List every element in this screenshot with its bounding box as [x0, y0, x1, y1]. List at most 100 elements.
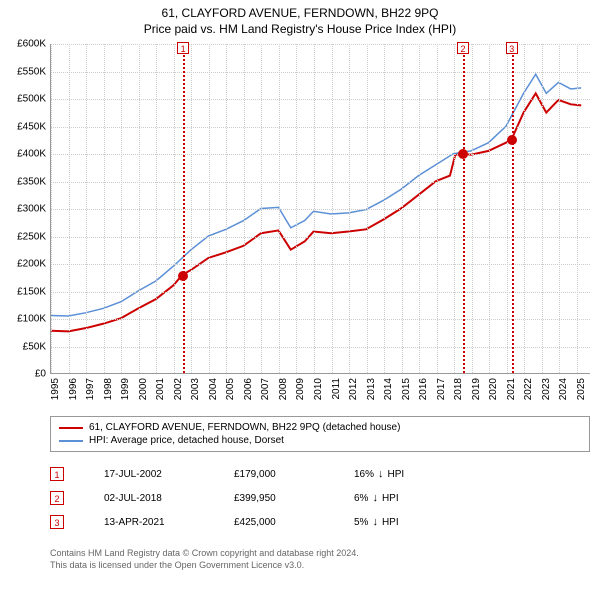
grid-line-v: [314, 44, 315, 373]
grid-line-v: [349, 44, 350, 373]
grid-line-v: [174, 44, 175, 373]
y-tick-label: £150K: [17, 286, 46, 297]
grid-line-h: [51, 99, 590, 100]
chart-area: £0£50K£100K£150K£200K£250K£300K£350K£400…: [0, 44, 600, 404]
record-date: 02-JUL-2018: [104, 493, 194, 504]
y-tick-label: £300K: [17, 204, 46, 215]
grid-line-v: [489, 44, 490, 373]
y-tick-label: £450K: [17, 121, 46, 132]
grid-line-v: [86, 44, 87, 373]
y-tick-label: £350K: [17, 176, 46, 187]
x-tick-label: 2018: [453, 378, 464, 400]
record-badge: 2: [50, 491, 64, 505]
sale-dot: [507, 135, 517, 145]
sale-record-row: 2 02-JUL-2018 £399,950 6% ↓ HPI: [50, 486, 590, 510]
x-tick-label: 2009: [295, 378, 306, 400]
x-tick-label: 2010: [313, 378, 324, 400]
arrow-down-icon: ↓: [372, 517, 378, 528]
event-line: [183, 44, 185, 373]
x-tick-label: 2008: [278, 378, 289, 400]
legend-swatch: [59, 427, 83, 429]
grid-line-v: [191, 44, 192, 373]
legend: 61, CLAYFORD AVENUE, FERNDOWN, BH22 9PQ …: [50, 416, 590, 452]
x-tick-label: 1998: [103, 378, 114, 400]
record-diff-rel: HPI: [382, 493, 399, 504]
grid-line-h: [51, 264, 590, 265]
y-tick-label: £600K: [17, 39, 46, 50]
grid-line-v: [104, 44, 105, 373]
x-tick-label: 1996: [68, 378, 79, 400]
chart-subtitle: Price paid vs. HM Land Registry's House …: [0, 20, 600, 40]
footer-attribution: Contains HM Land Registry data © Crown c…: [50, 548, 590, 571]
x-tick-label: 2005: [225, 378, 236, 400]
sale-dot: [178, 271, 188, 281]
grid-line-h: [51, 347, 590, 348]
record-diff-rel: HPI: [382, 517, 399, 528]
record-badge: 1: [50, 467, 64, 481]
grid-line-h: [51, 127, 590, 128]
grid-line-h: [51, 182, 590, 183]
y-tick-label: £400K: [17, 149, 46, 160]
record-badge: 3: [50, 515, 64, 529]
footer-line1: Contains HM Land Registry data © Crown c…: [50, 548, 590, 560]
arrow-down-icon: ↓: [378, 469, 384, 480]
x-tick-label: 2012: [348, 378, 359, 400]
legend-item: HPI: Average price, detached house, Dors…: [59, 434, 581, 447]
footer-line2: This data is licensed under the Open Gov…: [50, 560, 590, 572]
grid-line-v: [367, 44, 368, 373]
x-tick-label: 2014: [383, 378, 394, 400]
arrow-down-icon: ↓: [372, 493, 378, 504]
x-tick-label: 2002: [173, 378, 184, 400]
sale-records: 1 17-JUL-2002 £179,000 16% ↓ HPI 2 02-JU…: [50, 462, 590, 534]
grid-line-v: [542, 44, 543, 373]
grid-line-h: [51, 209, 590, 210]
grid-line-h: [51, 292, 590, 293]
x-tick-label: 1999: [120, 378, 131, 400]
chart-title: 61, CLAYFORD AVENUE, FERNDOWN, BH22 9PQ: [0, 0, 600, 20]
x-tick-label: 2003: [190, 378, 201, 400]
grid-line-v: [279, 44, 280, 373]
record-price: £425,000: [234, 517, 314, 528]
y-tick-label: £50K: [23, 341, 46, 352]
event-line: [512, 44, 514, 373]
record-diff-rel: HPI: [388, 469, 405, 480]
legend-label: 61, CLAYFORD AVENUE, FERNDOWN, BH22 9PQ …: [89, 422, 400, 433]
event-badge: 2: [457, 42, 469, 54]
y-axis: £0£50K£100K£150K£200K£250K£300K£350K£400…: [0, 44, 50, 374]
x-tick-label: 2024: [558, 378, 569, 400]
x-tick-label: 2013: [366, 378, 377, 400]
record-date: 17-JUL-2002: [104, 469, 194, 480]
grid-line-v: [139, 44, 140, 373]
legend-item: 61, CLAYFORD AVENUE, FERNDOWN, BH22 9PQ …: [59, 421, 581, 434]
grid-line-v: [507, 44, 508, 373]
event-badge: 3: [506, 42, 518, 54]
grid-line-v: [437, 44, 438, 373]
y-tick-label: £500K: [17, 94, 46, 105]
x-tick-label: 2025: [576, 378, 587, 400]
grid-line-h: [51, 319, 590, 320]
plot-area: 123: [50, 44, 590, 374]
x-tick-label: 2001: [155, 378, 166, 400]
record-price: £399,950: [234, 493, 314, 504]
y-tick-label: £0: [35, 369, 46, 380]
x-tick-label: 2015: [401, 378, 412, 400]
x-tick-label: 1995: [50, 378, 61, 400]
y-tick-label: £100K: [17, 314, 46, 325]
x-tick-label: 2019: [471, 378, 482, 400]
x-axis: 1995199619971998199920002001200220032004…: [50, 374, 590, 404]
series-line: [51, 74, 581, 316]
record-diff: 5% ↓ HPI: [354, 517, 399, 528]
grid-line-v: [226, 44, 227, 373]
grid-line-v: [454, 44, 455, 373]
record-diff: 6% ↓ HPI: [354, 493, 399, 504]
x-tick-label: 2006: [243, 378, 254, 400]
x-tick-label: 2000: [138, 378, 149, 400]
grid-line-v: [261, 44, 262, 373]
grid-line-v: [244, 44, 245, 373]
grid-line-v: [402, 44, 403, 373]
x-tick-label: 2007: [260, 378, 271, 400]
grid-line-v: [384, 44, 385, 373]
x-tick-label: 2022: [523, 378, 534, 400]
record-diff: 16% ↓ HPI: [354, 469, 404, 480]
legend-label: HPI: Average price, detached house, Dors…: [89, 435, 284, 446]
